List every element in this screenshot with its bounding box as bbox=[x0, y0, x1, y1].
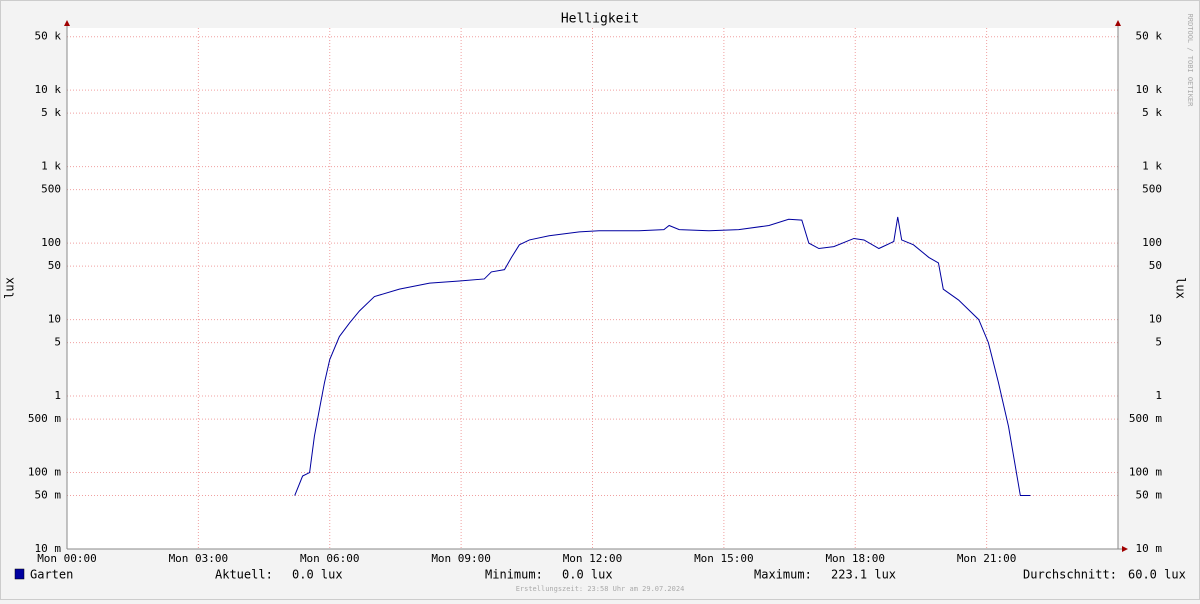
x-tick-label: Mon 21:00 bbox=[957, 552, 1017, 565]
series-line bbox=[294, 216, 1031, 497]
y2-tick-label: 10 m bbox=[1136, 542, 1163, 555]
y2-tick-label: 100 bbox=[1142, 236, 1162, 249]
chart-title: Helligkeit bbox=[561, 12, 639, 27]
arrow bbox=[1122, 546, 1128, 552]
y2-tick-label: 10 bbox=[1149, 313, 1162, 326]
stat-value: 0.0 lux bbox=[562, 568, 613, 582]
stat-value: 0.0 lux bbox=[292, 568, 343, 582]
arrow bbox=[64, 20, 70, 26]
legend-swatch bbox=[14, 568, 25, 580]
x-tick-label: Mon 00:00 bbox=[37, 552, 97, 565]
y-tick-label: 10 bbox=[48, 313, 61, 326]
y-tick-label: 50 bbox=[48, 259, 61, 272]
y-tick-label: 10 k bbox=[35, 83, 62, 96]
y-tick-label: 5 bbox=[54, 336, 61, 349]
stat-label: Durchschnitt: bbox=[1023, 568, 1117, 582]
y-tick-label: 1 bbox=[54, 389, 61, 402]
y2-tick-label: 100 m bbox=[1129, 466, 1162, 479]
y2-tick-label: 50 m bbox=[1136, 489, 1163, 502]
watermark: RRDTOOL / TOBI OETIKER bbox=[1186, 14, 1194, 108]
y2-tick-label: 10 k bbox=[1136, 83, 1163, 96]
stat-label: Maximum: bbox=[754, 568, 812, 582]
y2-axis-label: lux bbox=[1174, 277, 1188, 299]
x-tick-label: Mon 18:00 bbox=[825, 552, 885, 565]
y-tick-label: 5 k bbox=[41, 106, 61, 119]
y2-tick-label: 500 bbox=[1142, 183, 1162, 196]
y2-tick-label: 1 k bbox=[1142, 160, 1162, 173]
stat-label: Aktuell: bbox=[215, 568, 273, 582]
y2-tick-label: 1 bbox=[1155, 389, 1162, 402]
arrow bbox=[1115, 20, 1121, 26]
stat-value: 223.1 lux bbox=[831, 568, 896, 582]
y-tick-label: 50 m bbox=[35, 489, 62, 502]
x-tick-label: Mon 03:00 bbox=[169, 552, 229, 565]
y-tick-label: 500 bbox=[41, 183, 61, 196]
stat-value: 60.0 lux bbox=[1128, 568, 1186, 582]
y2-tick-label: 50 bbox=[1149, 259, 1162, 272]
y-tick-label: 1 k bbox=[41, 160, 61, 173]
y2-tick-label: 5 bbox=[1155, 336, 1162, 349]
x-tick-label: Mon 12:00 bbox=[563, 552, 623, 565]
y2-tick-label: 50 k bbox=[1136, 30, 1163, 43]
legend-label: Garten bbox=[30, 568, 73, 582]
y2-tick-label: 5 k bbox=[1142, 106, 1162, 119]
x-tick-label: Mon 06:00 bbox=[300, 552, 360, 565]
y-tick-label: 500 m bbox=[28, 412, 61, 425]
x-tick-label: Mon 09:00 bbox=[431, 552, 491, 565]
y-tick-label: 100 bbox=[41, 236, 61, 249]
y2-tick-label: 500 m bbox=[1129, 412, 1162, 425]
stat-label: Minimum: bbox=[485, 568, 543, 582]
y-tick-label: 100 m bbox=[28, 466, 61, 479]
y-axis-label: lux bbox=[3, 277, 17, 299]
footer: Erstellungszeit: 23:58 Uhr am 29.07.2024 bbox=[516, 585, 685, 593]
y-tick-label: 10 m bbox=[35, 542, 62, 555]
x-tick-label: Mon 15:00 bbox=[694, 552, 754, 565]
y-tick-label: 50 k bbox=[35, 30, 62, 43]
